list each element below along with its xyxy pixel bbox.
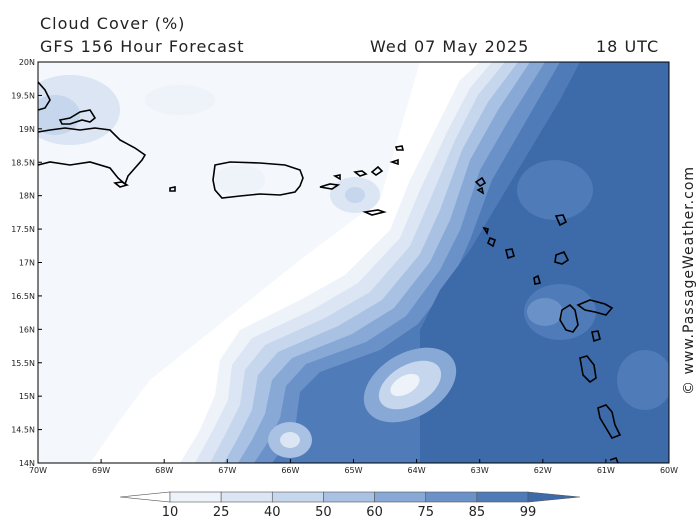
colorbar-label: 85 xyxy=(469,505,486,520)
x-tick-label: 70W xyxy=(29,466,47,475)
dominica-coast xyxy=(591,330,601,343)
y-tick-label: 17.5N xyxy=(11,225,35,234)
vieques-coast xyxy=(319,183,341,190)
map-title: Cloud Cover (%) xyxy=(40,14,186,33)
x-tick-label: 69W xyxy=(92,466,110,475)
y-tick-label: 14.5N xyxy=(11,426,35,435)
culebra-coast xyxy=(332,174,341,181)
y-tick-label: 17N xyxy=(19,259,35,268)
y-tick-label: 16.5N xyxy=(11,292,35,301)
y-tick-label: 19N xyxy=(19,125,35,134)
martinique-coast xyxy=(579,355,597,384)
colorbar-segment xyxy=(220,491,273,503)
colorbar: 10 25 40 50 60 75 85 99 xyxy=(119,491,581,520)
y-tick-label: 15N xyxy=(19,392,35,401)
colorbar-max-arrow xyxy=(527,491,581,503)
colorbar-segment xyxy=(271,491,324,503)
colorbar-label: 25 xyxy=(213,505,230,520)
colorbar-segment xyxy=(374,491,427,503)
colorbar-segment xyxy=(169,491,222,503)
colorbar-label: 60 xyxy=(366,505,383,520)
x-tick-label: 68W xyxy=(155,466,173,475)
x-tick-label: 61W xyxy=(597,466,615,475)
anguilla-coast xyxy=(474,176,487,195)
colorbar-label: 75 xyxy=(417,505,434,520)
x-tick-label: 66W xyxy=(281,466,299,475)
isla-small-coast xyxy=(169,186,176,192)
x-tick-label: 67W xyxy=(218,466,236,475)
map-subtitle: GFS 156 Hour Forecast xyxy=(40,37,245,56)
y-tick-label: 18N xyxy=(19,192,35,201)
colorbar-min-arrow xyxy=(119,491,171,503)
mona-coast xyxy=(113,181,129,188)
puerto-rico-coast xyxy=(212,161,304,199)
antigua-coast xyxy=(505,248,515,260)
y-tick-label: 15.5N xyxy=(11,359,35,368)
montserrat-coast xyxy=(533,274,542,285)
x-tick-label: 62W xyxy=(534,466,552,475)
virgin-islands-coast xyxy=(353,145,405,177)
credit-text: © www.PassageWeather.com xyxy=(681,165,697,395)
st-croix-coast xyxy=(362,209,387,216)
colorbar-label: 50 xyxy=(315,505,332,520)
st-vincent-coast xyxy=(609,457,619,464)
colorbar-segment xyxy=(425,491,478,503)
x-tick-label: 65W xyxy=(344,466,362,475)
y-tick-label: 19.5N xyxy=(11,91,35,100)
x-tick-label: 63W xyxy=(471,466,489,475)
forecast-time: 18 UTC xyxy=(596,37,660,56)
y-tick-label: 18.5N xyxy=(11,158,35,167)
colorbar-label: 99 xyxy=(520,505,537,520)
st-kitts-coast xyxy=(482,226,496,248)
y-tick-label: 16N xyxy=(19,325,35,334)
forecast-date: Wed 07 May 2025 xyxy=(370,37,530,56)
colorbar-segment xyxy=(323,491,375,503)
x-tick-label: 64W xyxy=(408,466,426,475)
guadeloupe-coast xyxy=(554,250,614,333)
colorbar-segment xyxy=(476,491,529,503)
axis-ticks: 70W 69W 68W 67W 66W 65W 64W 63W 62W 61W 60W 20N 19.5… xyxy=(11,58,678,475)
st-lucia-coast xyxy=(597,404,622,439)
x-tick-label: 60W xyxy=(660,466,678,475)
colorbar-label: 10 xyxy=(162,505,179,520)
hispaniola-coast xyxy=(37,81,147,186)
colorbar-label: 40 xyxy=(264,505,281,520)
y-tick-label: 20N xyxy=(19,58,35,67)
y-tick-label: 14N xyxy=(19,459,35,468)
coastlines xyxy=(37,81,622,464)
cloud-field xyxy=(38,62,669,463)
barbuda-coast xyxy=(554,214,568,227)
